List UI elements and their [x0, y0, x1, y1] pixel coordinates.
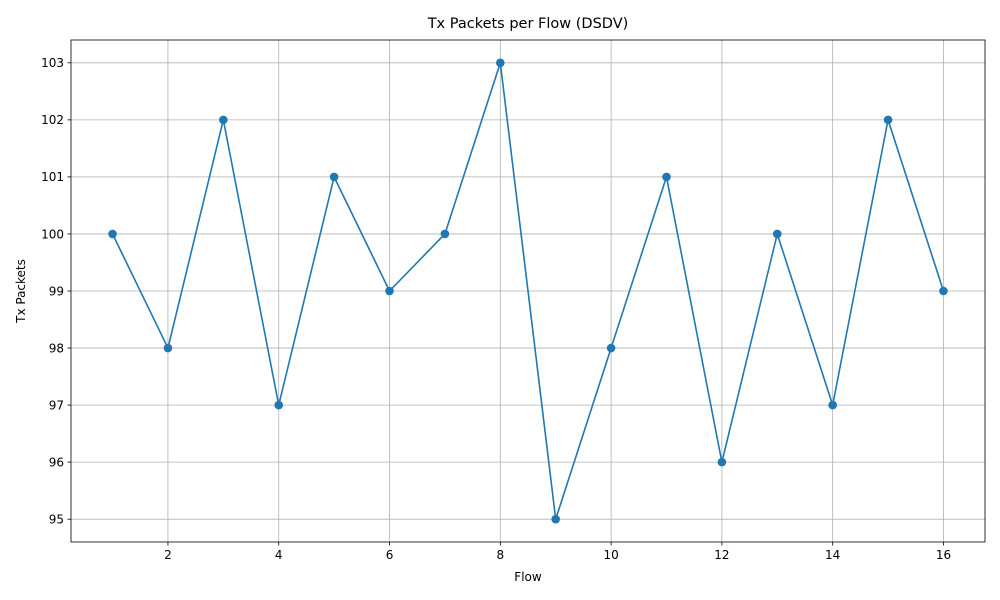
data-point — [385, 286, 394, 296]
y-tick-label: 102 — [41, 113, 64, 127]
x-tick-label: 4 — [275, 548, 283, 562]
y-tick-label: 101 — [41, 170, 64, 184]
y-tick-label: 99 — [49, 284, 64, 298]
x-tick-label: 8 — [496, 548, 504, 562]
data-point — [219, 115, 228, 125]
x-tick-label: 16 — [936, 548, 951, 562]
data-point — [440, 229, 450, 239]
x-tick-label: 12 — [714, 548, 729, 562]
x-axis-label: Flow — [514, 570, 542, 584]
y-tick-label: 100 — [41, 227, 64, 241]
y-tick-label: 98 — [49, 341, 64, 355]
axis-ticks: 2 4 6 8 10 12 14 16 95 96 97 98 99 100 101 102 103 — [41, 56, 951, 562]
series-line — [111, 62, 945, 520]
data-point — [772, 229, 782, 239]
x-tick-label: 10 — [603, 548, 618, 562]
y-tick-label: 103 — [41, 56, 64, 70]
chart-title: Tx Packets per Flow (DSDV) — [427, 16, 629, 32]
data-point — [662, 172, 671, 182]
x-tick-label: 2 — [164, 548, 172, 562]
data-point — [939, 286, 948, 296]
y-tick-label: 96 — [49, 455, 64, 469]
data-point — [717, 457, 727, 467]
data-point — [108, 229, 117, 239]
y-tick-label: 95 — [49, 512, 64, 526]
data-point — [496, 58, 505, 68]
data-point — [828, 400, 837, 410]
x-tick-label: 14 — [825, 548, 840, 562]
x-tick-label: 6 — [386, 548, 394, 562]
series-layer — [108, 58, 948, 524]
data-point — [163, 343, 173, 353]
data-point — [274, 400, 284, 410]
data-point — [329, 172, 339, 182]
data-point — [606, 343, 616, 353]
data-point — [551, 514, 560, 524]
y-tick-label: 97 — [49, 398, 64, 412]
y-axis-label: Tx Packets — [14, 259, 28, 324]
data-point — [883, 115, 893, 125]
